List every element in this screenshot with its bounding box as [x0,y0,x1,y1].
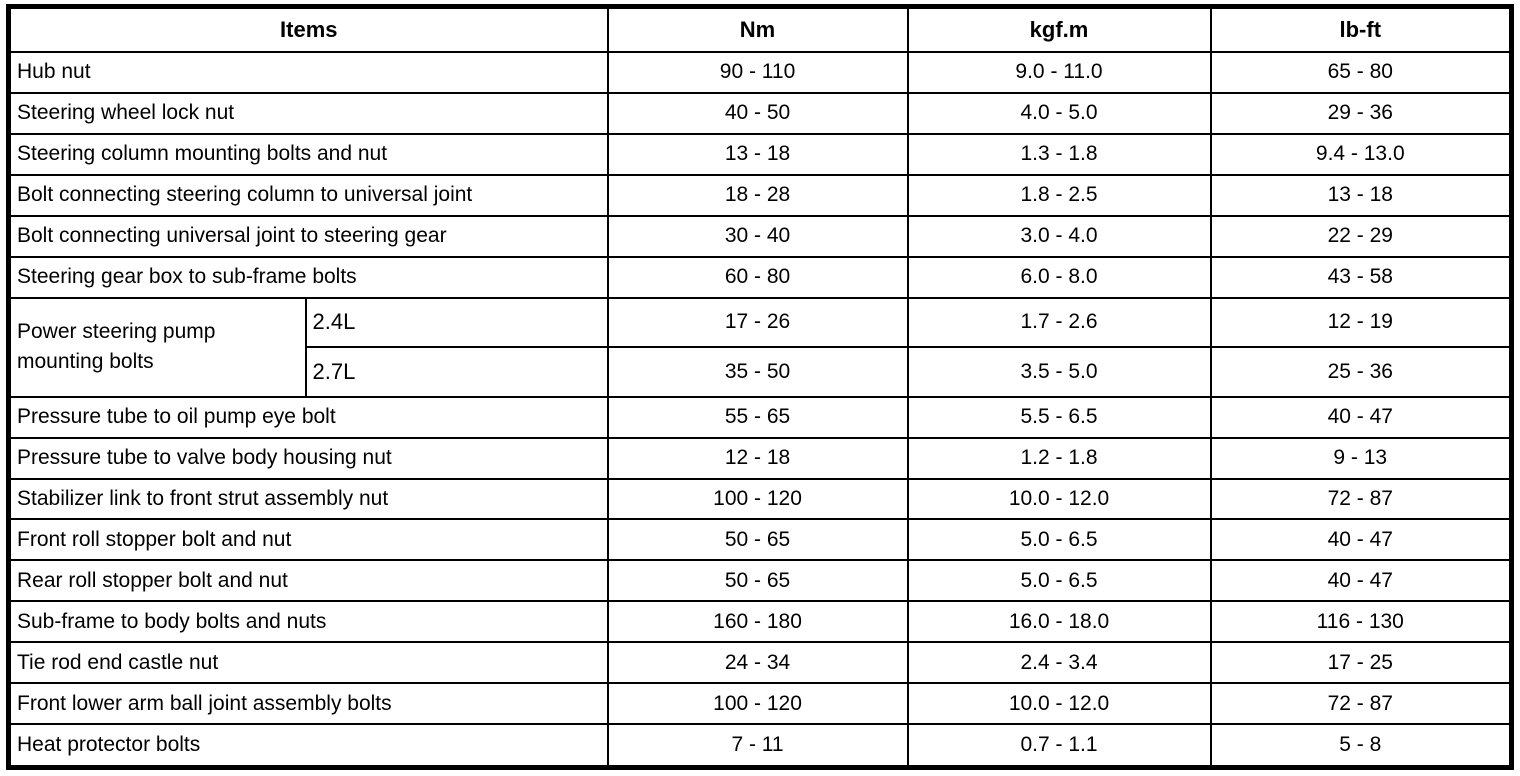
item-label: Pressure tube to valve body housing nut [7,436,609,480]
nm-value: 7 - 11 [606,723,909,769]
item-label: Rear roll stopper bolt and nut [7,559,609,603]
kgfm-value: 1.3 - 1.8 [906,132,1212,176]
table-row: Pressure tube to oil pump eye bolt 55 - … [7,395,1513,439]
table-row: Bolt connecting steering column to unive… [7,173,1513,217]
lbft-value: 40 - 47 [1209,559,1513,603]
item-label: Front lower arm ball joint assembly bolt… [7,682,609,726]
lbft-value: 25 - 36 [1209,346,1513,398]
nm-value: 12 - 18 [606,436,909,480]
lbft-value: 40 - 47 [1209,395,1513,439]
kgfm-value: 0.7 - 1.1 [906,723,1212,769]
kgfm-value: 5.0 - 6.5 [906,559,1212,603]
item-label: Hub nut [7,51,609,94]
lbft-value: 40 - 47 [1209,518,1513,562]
nm-value: 30 - 40 [606,214,909,258]
item-label: Stabilizer link to front strut assembly … [7,477,609,521]
item-label: Steering gear box to sub-frame bolts [7,255,609,299]
lbft-value: 22 - 29 [1209,214,1513,258]
nm-value: 100 - 120 [606,477,909,521]
lbft-value: 13 - 18 [1209,173,1513,217]
kgfm-value: 5.0 - 6.5 [906,518,1212,562]
nm-value: 100 - 120 [606,682,909,726]
nm-value: 18 - 28 [606,173,909,217]
table-row: Heat protector bolts 7 - 11 0.7 - 1.1 5 … [7,723,1513,769]
lbft-value: 5 - 8 [1209,723,1513,769]
table-row: 2.7L 35 - 50 3.5 - 5.0 25 - 36 [9,346,1513,398]
lbft-value: 9.4 - 13.0 [1209,132,1513,176]
item-label: Tie rod end castle nut [7,641,609,685]
nm-value: 60 - 80 [606,255,909,299]
kgfm-value: 6.0 - 8.0 [906,255,1212,299]
lbft-value: 116 - 130 [1209,600,1513,644]
item-label-text: Power steering pump mounting bolts [17,319,216,374]
item-label: Steering wheel lock nut [7,91,609,135]
column-header-items: Items [7,5,609,53]
column-header-lbft: lb-ft [1209,5,1513,53]
table-row: Steering wheel lock nut 40 - 50 4.0 - 5.… [7,91,1513,135]
nm-value: 50 - 65 [606,559,909,603]
kgfm-value: 2.4 - 3.4 [906,641,1212,685]
table-row: Sub-frame to body bolts and nuts 160 - 1… [7,600,1513,644]
item-label: Bolt connecting universal joint to steer… [7,214,609,258]
lbft-value: 43 - 58 [1209,255,1513,299]
table-row: Power steering pump mounting bolts 2.4L … [7,296,1513,398]
header-row: Items Nm kgf.m lb-ft [7,5,1513,53]
table-row: Pressure tube to valve body housing nut … [7,436,1513,480]
lbft-value: 72 - 87 [1209,477,1513,521]
lbft-value: 72 - 87 [1209,682,1513,726]
torque-spec-table: Items Nm kgf.m lb-ft Hub nut 90 - 110 9.… [6,4,1515,770]
engine-variant-label: 2.4L [304,296,609,349]
lbft-value: 17 - 25 [1209,641,1513,685]
engine-variant-label: 2.7L [304,346,609,398]
item-label: Front roll stopper bolt and nut [7,518,609,562]
kgfm-value: 4.0 - 5.0 [906,91,1212,135]
nm-value: 13 - 18 [606,132,909,176]
kgfm-value: 16.0 - 18.0 [906,600,1212,644]
lbft-value: 9 - 13 [1209,436,1513,480]
table-row: Tie rod end castle nut 24 - 34 2.4 - 3.4… [7,641,1513,685]
kgfm-value: 1.8 - 2.5 [906,173,1212,217]
table-row: Rear roll stopper bolt and nut 50 - 65 5… [7,559,1513,603]
table-row: Steering column mounting bolts and nut 1… [7,132,1513,176]
lbft-value: 29 - 36 [1209,91,1513,135]
item-label: Heat protector bolts [7,723,609,769]
lbft-value: 12 - 19 [1209,296,1513,349]
kgfm-value: 10.0 - 12.0 [906,682,1212,726]
kgfm-value: 3.5 - 5.0 [906,346,1212,398]
table-row: Stabilizer link to front strut assembly … [7,477,1513,521]
table-row: Front lower arm ball joint assembly bolt… [7,682,1513,726]
nm-value: 40 - 50 [606,91,909,135]
nm-value: 55 - 65 [606,395,909,439]
table-row: Bolt connecting universal joint to steer… [7,214,1513,258]
item-label: Bolt connecting steering column to unive… [7,173,609,217]
kgfm-value: 5.5 - 6.5 [906,395,1212,439]
column-header-kgfm: kgf.m [906,5,1212,53]
kgfm-value: 1.2 - 1.8 [906,436,1212,480]
nm-value: 50 - 65 [606,518,909,562]
item-label-power-steering: Power steering pump mounting bolts [7,296,307,398]
table-row: Hub nut 90 - 110 9.0 - 11.0 65 - 80 [7,51,1513,94]
nm-value: 35 - 50 [606,346,909,398]
lbft-value: 65 - 80 [1209,51,1513,94]
column-header-nm: Nm [606,5,909,53]
kgfm-value: 3.0 - 4.0 [906,214,1212,258]
kgfm-value: 1.7 - 2.6 [906,296,1212,349]
nm-value: 17 - 26 [606,296,909,349]
item-label: Steering column mounting bolts and nut [7,132,609,176]
nm-value: 160 - 180 [606,600,909,644]
table-row: Front roll stopper bolt and nut 50 - 65 … [7,518,1513,562]
table-row: Steering gear box to sub-frame bolts 60 … [7,255,1513,299]
kgfm-value: 10.0 - 12.0 [906,477,1212,521]
kgfm-value: 9.0 - 11.0 [906,51,1212,94]
nm-value: 90 - 110 [606,51,909,94]
nm-value: 24 - 34 [606,641,909,685]
item-label: Pressure tube to oil pump eye bolt [7,395,609,439]
item-label: Sub-frame to body bolts and nuts [7,600,609,644]
